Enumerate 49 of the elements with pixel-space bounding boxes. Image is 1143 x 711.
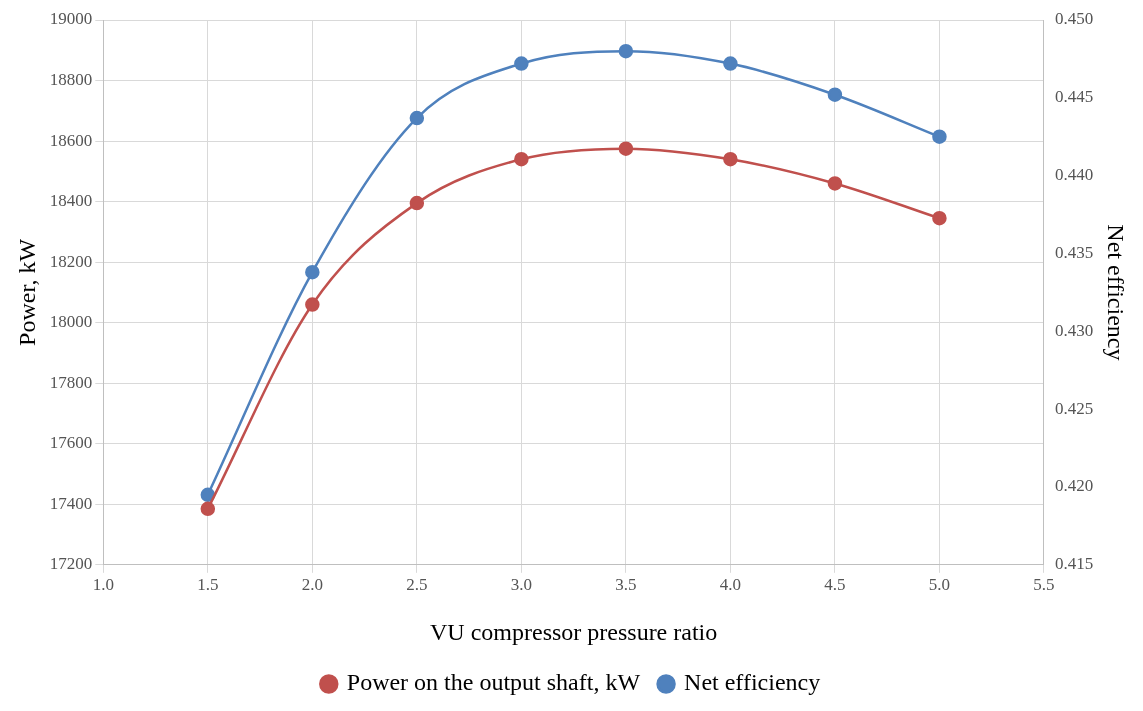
y2-tick-label: 0.440 — [1054, 165, 1094, 185]
legend-label: Power on the output shaft, kW — [346, 669, 641, 696]
y-tick-label: 17600 — [49, 433, 93, 453]
y2-tick-label: 0.450 — [1054, 9, 1094, 29]
x-tick-label: 4.5 — [824, 575, 846, 595]
point — [305, 297, 320, 312]
y2-tick-label: 0.420 — [1054, 476, 1094, 496]
point — [723, 151, 738, 167]
y-tick-label: 17800 — [49, 372, 93, 392]
y-tick-label: 18200 — [49, 251, 93, 271]
point — [932, 129, 947, 144]
y-tick-label: 18400 — [49, 191, 93, 211]
point — [827, 176, 843, 191]
x-axis-title: VU compressor pressure ratio — [430, 618, 718, 645]
y-tick-label: 17200 — [49, 554, 93, 574]
legend-label: Net efficiency — [684, 669, 821, 696]
point — [305, 264, 320, 280]
y2-tick-label: 0.435 — [1054, 242, 1094, 262]
y2-tick-label: 0.445 — [1054, 87, 1094, 107]
point — [200, 501, 216, 517]
point — [932, 211, 947, 226]
y2-tick-label: 0.425 — [1054, 398, 1094, 418]
y-tick-label: 19000 — [49, 9, 93, 29]
x-tick-label: 3.0 — [510, 575, 532, 595]
x-tick-label: 4.0 — [719, 575, 742, 595]
point — [514, 56, 529, 71]
y-tick-label: 18000 — [49, 312, 93, 332]
x-tick-label: 1.0 — [92, 575, 114, 595]
point — [723, 56, 738, 71]
y-tick-label: 17400 — [49, 493, 93, 513]
x-tick-label: 1.5 — [197, 575, 219, 595]
x-tick-label: 5.0 — [928, 575, 951, 595]
y-axis-title: Power, kW — [13, 238, 40, 346]
point — [618, 141, 634, 156]
x-tick-label: 2.0 — [301, 575, 323, 595]
point — [409, 195, 425, 211]
point — [514, 151, 529, 167]
x-tick-label: 5.5 — [1033, 575, 1055, 595]
point — [200, 487, 216, 502]
point — [827, 87, 843, 102]
x-tick-label: 3.5 — [615, 575, 637, 595]
x-tick-label: 2.5 — [406, 575, 428, 595]
y-tick-label: 18600 — [49, 130, 93, 150]
point — [409, 110, 425, 126]
y2-axis-title: Net efficiency — [1103, 224, 1130, 361]
point — [618, 43, 634, 59]
y-tick-label: 18800 — [49, 70, 93, 89]
y2-tick-label: 0.415 — [1054, 554, 1094, 574]
y2-tick-label: 0.430 — [1054, 320, 1094, 340]
